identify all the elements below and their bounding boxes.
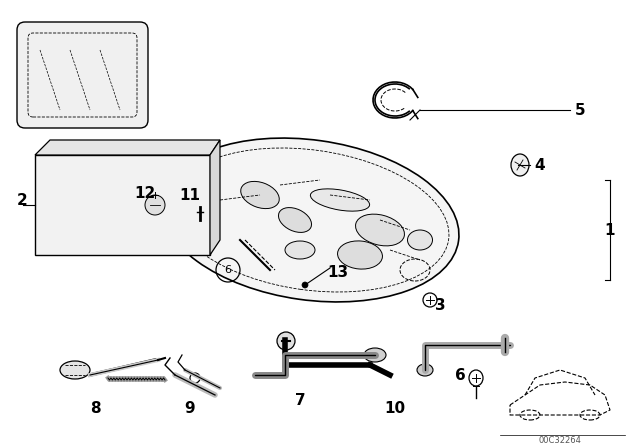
Ellipse shape xyxy=(190,373,200,383)
Text: 7: 7 xyxy=(294,392,305,408)
Ellipse shape xyxy=(417,364,433,376)
Ellipse shape xyxy=(356,214,404,246)
Text: 2: 2 xyxy=(17,193,28,207)
Text: 8: 8 xyxy=(90,401,100,415)
Polygon shape xyxy=(210,140,220,255)
Ellipse shape xyxy=(310,189,369,211)
Text: 11: 11 xyxy=(179,188,200,202)
Ellipse shape xyxy=(511,154,529,176)
Ellipse shape xyxy=(337,241,383,269)
Ellipse shape xyxy=(241,181,279,209)
Text: 12: 12 xyxy=(134,185,156,201)
Text: 9: 9 xyxy=(185,401,195,415)
Ellipse shape xyxy=(423,293,437,307)
Text: 6: 6 xyxy=(225,265,232,275)
Text: 5: 5 xyxy=(575,103,586,117)
Text: 3: 3 xyxy=(435,297,445,313)
Text: 4: 4 xyxy=(534,158,545,172)
Text: 6: 6 xyxy=(454,367,465,383)
Ellipse shape xyxy=(285,241,315,259)
Ellipse shape xyxy=(469,370,483,386)
Ellipse shape xyxy=(408,230,433,250)
Text: 10: 10 xyxy=(385,401,406,415)
Ellipse shape xyxy=(161,138,459,302)
Text: 1: 1 xyxy=(605,223,615,237)
Text: 00C32264: 00C32264 xyxy=(539,435,581,444)
Ellipse shape xyxy=(148,187,162,203)
Ellipse shape xyxy=(277,332,295,350)
Polygon shape xyxy=(35,155,210,255)
Ellipse shape xyxy=(191,189,209,207)
Polygon shape xyxy=(35,140,220,155)
Ellipse shape xyxy=(302,282,308,288)
Text: 13: 13 xyxy=(328,264,349,280)
Ellipse shape xyxy=(145,195,165,215)
Ellipse shape xyxy=(364,348,386,362)
Ellipse shape xyxy=(278,207,312,233)
FancyBboxPatch shape xyxy=(17,22,148,128)
Ellipse shape xyxy=(60,361,90,379)
